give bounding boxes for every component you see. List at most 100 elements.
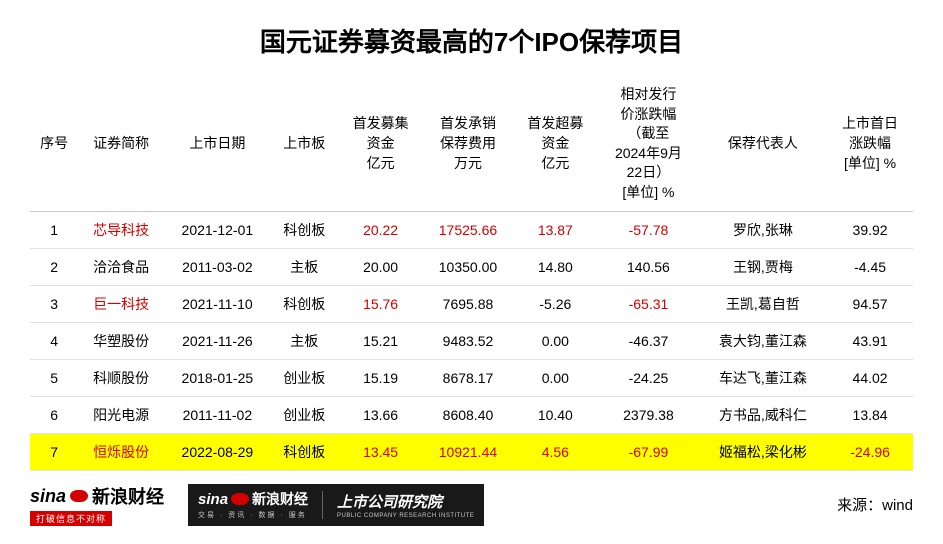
footer-logos: sina 新浪财经 打破信息不对称 sina 新浪财经 交易 · 资讯 · 数据…: [30, 483, 484, 526]
cell-name: 阳光电源: [78, 396, 164, 433]
cell-idx: 1: [30, 211, 78, 248]
cell-over: 0.00: [512, 322, 598, 359]
cell-rel: -67.99: [598, 433, 698, 470]
table-row: 1芯导科技2021-12-01科创板20.2217525.6613.87-57.…: [30, 211, 913, 248]
table-body: 1芯导科技2021-12-01科创板20.2217525.6613.87-57.…: [30, 211, 913, 470]
col-over: 首发超募资金亿元: [512, 77, 598, 211]
sina-eye-icon: [70, 490, 88, 502]
cell-date: 2011-11-02: [164, 396, 271, 433]
cell-sponsor: 罗欣,张琳: [699, 211, 828, 248]
divider: [322, 491, 323, 519]
sina-slogan-2: 交易 · 资讯 · 数据 · 服务: [198, 510, 307, 520]
cell-fee: 7695.88: [423, 285, 512, 322]
cell-first: 43.91: [827, 322, 913, 359]
caijing-text-2: 新浪财经: [252, 489, 308, 509]
cell-fund: 15.21: [338, 322, 424, 359]
cell-idx: 7: [30, 433, 78, 470]
cell-idx: 4: [30, 322, 78, 359]
cell-fund: 15.76: [338, 285, 424, 322]
table-container: 序号 证券简称 上市日期 上市板 首发募集资金亿元 首发承销保荐费用万元 首发超…: [30, 77, 913, 471]
cell-name: 巨一科技: [78, 285, 164, 322]
cell-first: -24.96: [827, 433, 913, 470]
table-row: 7恒烁股份2022-08-29科创板13.4510921.444.56-67.9…: [30, 433, 913, 470]
cell-sponsor: 姬福松,梁化彬: [699, 433, 828, 470]
cell-board: 主板: [271, 248, 338, 285]
sina-text: sina: [30, 486, 66, 507]
cell-board: 科创板: [271, 211, 338, 248]
page-title: 国元证券募资最高的7个IPO保荐项目: [0, 0, 943, 77]
cell-fee: 8678.17: [423, 359, 512, 396]
col-name: 证券简称: [78, 77, 164, 211]
cell-rel: -65.31: [598, 285, 698, 322]
col-idx: 序号: [30, 77, 78, 211]
cell-fund: 13.45: [338, 433, 424, 470]
cell-fee: 17525.66: [423, 211, 512, 248]
col-first: 上市首日涨跌幅[单位] %: [827, 77, 913, 211]
cell-fee: 10350.00: [423, 248, 512, 285]
cell-board: 科创板: [271, 285, 338, 322]
cell-first: -4.45: [827, 248, 913, 285]
cell-date: 2021-11-26: [164, 322, 271, 359]
cell-name: 芯导科技: [78, 211, 164, 248]
institute-name-en: PUBLIC COMPANY RESEARCH INSTITUTE: [337, 513, 474, 519]
cell-idx: 3: [30, 285, 78, 322]
cell-sponsor: 王凯,葛自哲: [699, 285, 828, 322]
table-row: 6阳光电源2011-11-02创业板13.668608.4010.402379.…: [30, 396, 913, 433]
col-date: 上市日期: [164, 77, 271, 211]
cell-over: -5.26: [512, 285, 598, 322]
cell-fee: 9483.52: [423, 322, 512, 359]
cell-over: 0.00: [512, 359, 598, 396]
cell-fund: 15.19: [338, 359, 424, 396]
cell-name: 洽洽食品: [78, 248, 164, 285]
cell-rel: -46.37: [598, 322, 698, 359]
footer: sina 新浪财经 打破信息不对称 sina 新浪财经 交易 · 资讯 · 数据…: [30, 483, 913, 526]
ipo-table: 序号 证券简称 上市日期 上市板 首发募集资金亿元 首发承销保荐费用万元 首发超…: [30, 77, 913, 471]
cell-fee: 10921.44: [423, 433, 512, 470]
cell-fund: 20.00: [338, 248, 424, 285]
cell-fund: 20.22: [338, 211, 424, 248]
cell-name: 科顺股份: [78, 359, 164, 396]
institute-name: 上市公司研究院: [337, 491, 442, 512]
col-rel: 相对发行价涨跌幅（截至2024年9月22日）[单位] %: [598, 77, 698, 211]
cell-fund: 13.66: [338, 396, 424, 433]
cell-sponsor: 车达飞,董江森: [699, 359, 828, 396]
cell-date: 2018-01-25: [164, 359, 271, 396]
cell-sponsor: 方书品,威科仁: [699, 396, 828, 433]
sina-text-2: sina: [198, 491, 228, 508]
cell-first: 13.84: [827, 396, 913, 433]
cell-rel: -24.25: [598, 359, 698, 396]
cell-over: 14.80: [512, 248, 598, 285]
cell-rel: 140.56: [598, 248, 698, 285]
sina-eye-icon-2: [231, 493, 249, 505]
institute-logo: sina 新浪财经 交易 · 资讯 · 数据 · 服务 上市公司研究院 PUBL…: [188, 484, 484, 526]
cell-name: 恒烁股份: [78, 433, 164, 470]
cell-name: 华塑股份: [78, 322, 164, 359]
cell-over: 4.56: [512, 433, 598, 470]
table-row: 5科顺股份2018-01-25创业板15.198678.170.00-24.25…: [30, 359, 913, 396]
cell-rel: -57.78: [598, 211, 698, 248]
table-row: 4华塑股份2021-11-26主板15.219483.520.00-46.37袁…: [30, 322, 913, 359]
cell-board: 创业板: [271, 359, 338, 396]
cell-idx: 2: [30, 248, 78, 285]
cell-board: 创业板: [271, 396, 338, 433]
cell-rel: 2379.38: [598, 396, 698, 433]
cell-date: 2021-11-10: [164, 285, 271, 322]
sina-slogan: 打破信息不对称: [30, 511, 112, 526]
cell-first: 94.57: [827, 285, 913, 322]
table-header-row: 序号 证券简称 上市日期 上市板 首发募集资金亿元 首发承销保荐费用万元 首发超…: [30, 77, 913, 211]
col-board: 上市板: [271, 77, 338, 211]
cell-date: 2022-08-29: [164, 433, 271, 470]
cell-over: 13.87: [512, 211, 598, 248]
col-fund: 首发募集资金亿元: [338, 77, 424, 211]
cell-idx: 5: [30, 359, 78, 396]
cell-first: 39.92: [827, 211, 913, 248]
caijing-text: 新浪财经: [92, 483, 164, 509]
sina-finance-logo: sina 新浪财经 打破信息不对称: [30, 483, 164, 526]
cell-board: 科创板: [271, 433, 338, 470]
cell-idx: 6: [30, 396, 78, 433]
cell-sponsor: 王钢,贾梅: [699, 248, 828, 285]
col-fee: 首发承销保荐费用万元: [423, 77, 512, 211]
cell-date: 2021-12-01: [164, 211, 271, 248]
cell-date: 2011-03-02: [164, 248, 271, 285]
table-row: 3巨一科技2021-11-10科创板15.767695.88-5.26-65.3…: [30, 285, 913, 322]
